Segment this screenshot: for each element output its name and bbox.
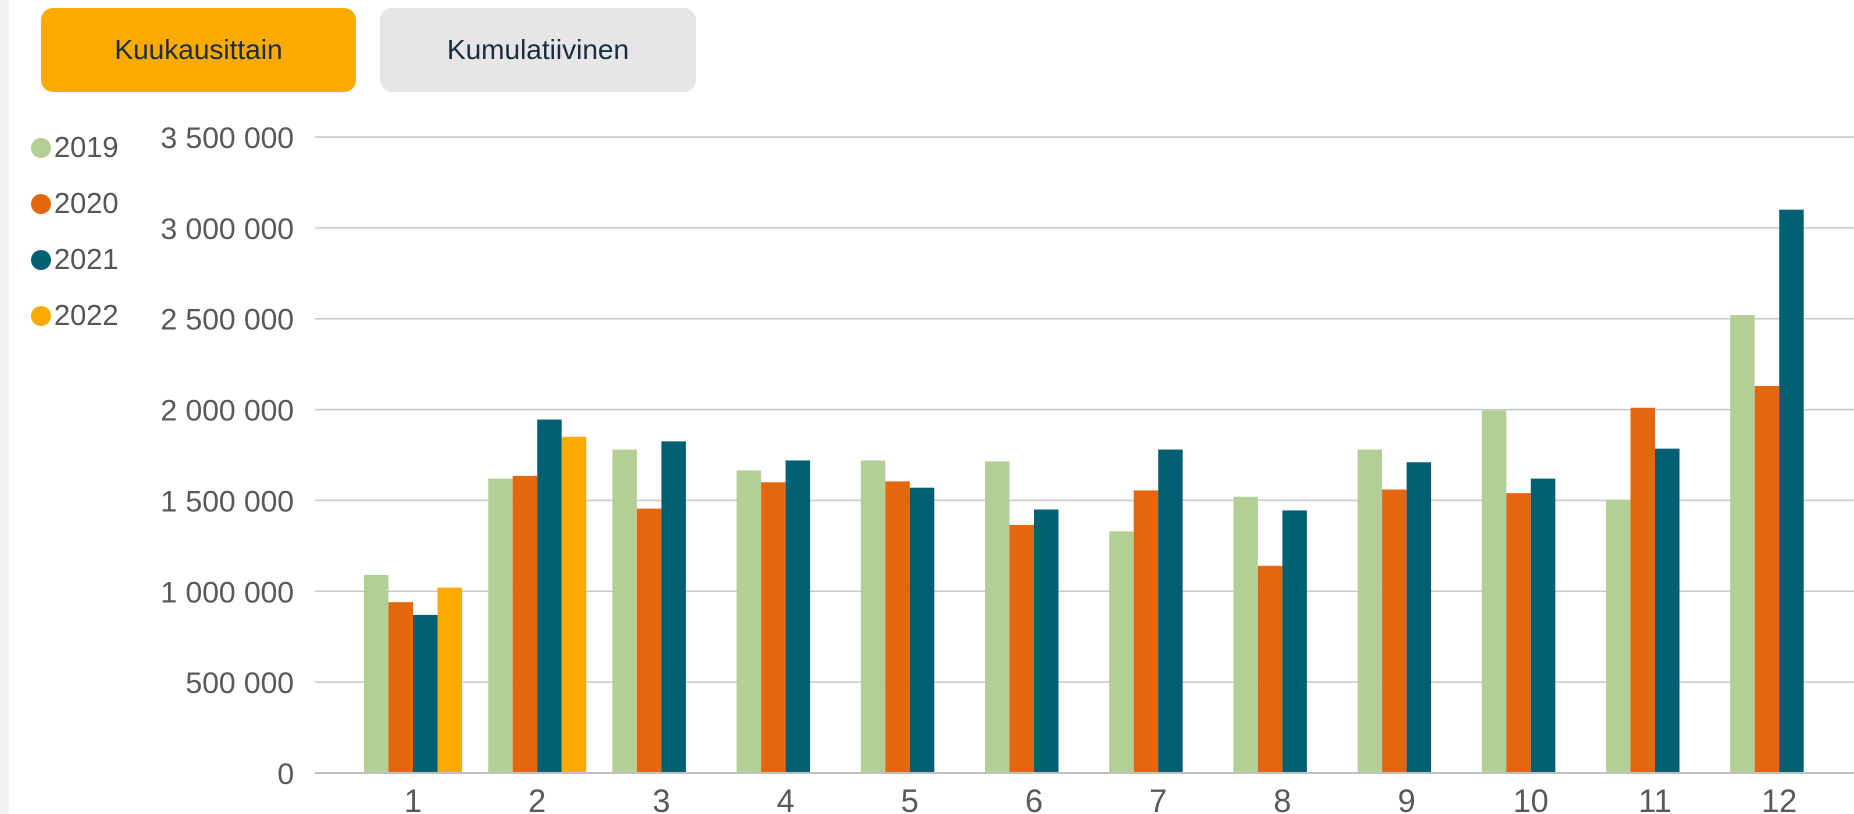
bar-2021-12[interactable] [1779, 209, 1804, 773]
bar-2020-1[interactable] [388, 602, 414, 773]
x-tick-label: 1 [404, 783, 422, 814]
x-tick-label: 9 [1398, 783, 1416, 814]
legend-item-2021[interactable]: 2021 [31, 232, 119, 288]
legend-label-2020: 2020 [54, 187, 119, 220]
x-tick-label: 2 [528, 783, 546, 814]
chart-legend: 2019 2020 2021 2022 [31, 120, 119, 344]
bar-2021-11[interactable] [1655, 448, 1680, 773]
bar-2019-6[interactable] [985, 461, 1010, 773]
y-tick-label: 3 000 000 [161, 213, 294, 246]
bar-2022-1[interactable] [437, 587, 463, 773]
x-tick-label: 5 [901, 783, 919, 814]
x-tick-label: 4 [777, 783, 795, 814]
bar-2020-4[interactable] [761, 482, 786, 773]
bar-2021-5[interactable] [909, 487, 935, 773]
bar-2021-1[interactable] [413, 614, 438, 773]
y-tick-label: 500 000 [186, 667, 294, 700]
x-tick-label: 3 [653, 783, 671, 814]
bar-2020-5[interactable] [885, 481, 910, 773]
bar-2019-5[interactable] [860, 460, 886, 773]
bar-2019-8[interactable] [1233, 496, 1258, 773]
bar-2021-4[interactable] [785, 460, 811, 773]
x-tick-label: 7 [1149, 783, 1167, 814]
page-edge [0, 0, 9, 814]
bar-2021-8[interactable] [1282, 510, 1307, 773]
y-tick-label: 2 500 000 [161, 304, 294, 337]
x-tick-label: 6 [1025, 783, 1043, 814]
bar-2020-11[interactable] [1630, 407, 1656, 773]
bar-2019-11[interactable] [1606, 499, 1631, 773]
bar-2019-3[interactable] [612, 449, 637, 773]
tab-monthly[interactable]: Kuukausittain [41, 8, 356, 92]
bar-2021-3[interactable] [661, 441, 686, 773]
x-tick-label: 12 [1761, 783, 1797, 814]
legend-item-2022[interactable]: 2022 [31, 288, 119, 344]
x-tick-label: 11 [1638, 783, 1671, 814]
bar-2019-1[interactable] [364, 574, 389, 773]
bar-2019-9[interactable] [1357, 449, 1383, 773]
bar-2021-10[interactable] [1530, 478, 1556, 773]
legend-marker-2019 [31, 138, 51, 158]
tab-cumulative[interactable]: Kumulatiivinen [380, 8, 696, 92]
bar-2019-12[interactable] [1730, 315, 1755, 773]
y-tick-label: 0 [277, 758, 294, 791]
bar-2020-6[interactable] [1009, 524, 1035, 773]
bar-2019-10[interactable] [1481, 410, 1507, 773]
bar-2021-7[interactable] [1158, 449, 1183, 773]
y-tick-label: 1 000 000 [161, 576, 294, 609]
bar-2020-10[interactable] [1506, 493, 1531, 773]
bar-2019-2[interactable] [488, 478, 513, 773]
x-tick-label: 8 [1274, 783, 1292, 814]
bar-2021-6[interactable] [1034, 509, 1059, 773]
bar-2021-2[interactable] [537, 419, 562, 773]
bar-2020-9[interactable] [1382, 489, 1407, 773]
legend-label-2022: 2022 [54, 299, 119, 332]
legend-marker-2021 [31, 250, 51, 270]
y-tick-label: 1 500 000 [161, 485, 294, 518]
legend-marker-2020 [31, 194, 51, 214]
bar-2020-8[interactable] [1257, 565, 1283, 773]
bar-2020-2[interactable] [512, 475, 538, 773]
y-tick-label: 2 000 000 [161, 395, 294, 428]
legend-item-2019[interactable]: 2019 [31, 120, 119, 176]
bar-2019-4[interactable] [736, 470, 762, 773]
bar-2020-7[interactable] [1133, 490, 1159, 773]
x-tick-label: 10 [1513, 783, 1549, 814]
bar-2022-2[interactable] [561, 436, 587, 773]
bar-2020-12[interactable] [1754, 385, 1780, 773]
bar-2021-9[interactable] [1406, 462, 1432, 773]
legend-item-2020[interactable]: 2020 [31, 176, 119, 232]
legend-label-2019: 2019 [54, 131, 119, 164]
bar-2019-7[interactable] [1109, 531, 1134, 773]
legend-label-2021: 2021 [54, 243, 119, 276]
legend-marker-2022 [31, 306, 51, 326]
bar-2020-3[interactable] [636, 508, 662, 773]
y-tick-label: 3 500 000 [161, 122, 294, 155]
